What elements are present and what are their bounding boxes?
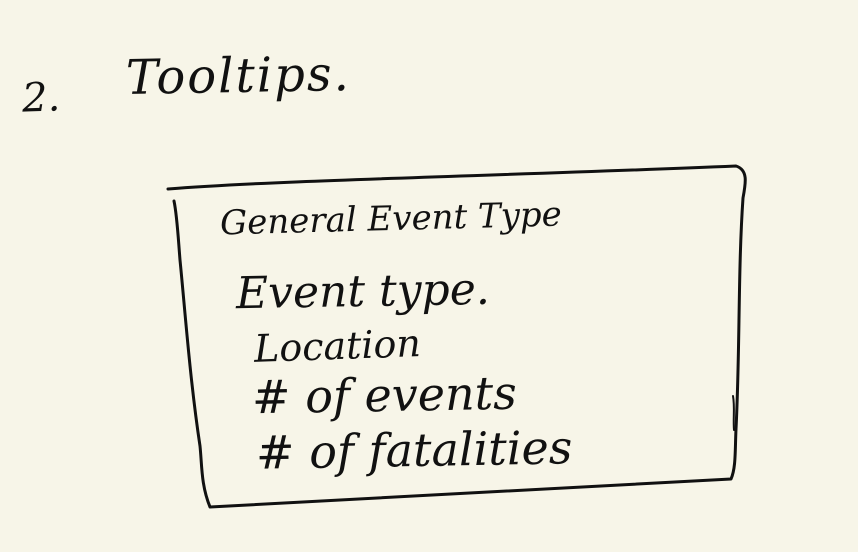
tooltip-line-general-event-type: General Event Type [219,194,563,244]
tooltip-line-number-of-events: # of events [251,365,518,425]
tooltip-line-event-type: Event type. [235,263,491,320]
tooltip-line-number-of-fatalities: # of fatalities [255,420,573,480]
tooltip-line-location: Location [253,321,422,371]
